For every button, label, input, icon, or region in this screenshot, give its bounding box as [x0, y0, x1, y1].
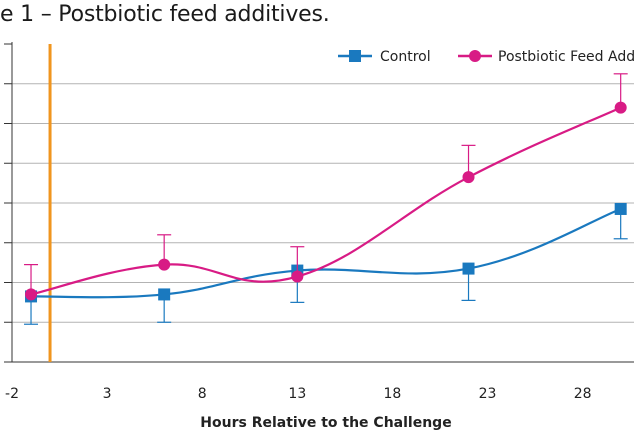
legend-square-marker: [349, 50, 361, 62]
series-line: [31, 207, 622, 299]
data-point-circle: [614, 101, 627, 114]
data-point-square: [462, 262, 475, 275]
x-tick-label: 23: [479, 386, 497, 402]
x-tick-label: 3: [103, 386, 112, 402]
x-tick-labels: -2 3 8 13 18 23 28: [5, 386, 592, 402]
series-layer: [24, 73, 628, 325]
x-tick-label: 18: [384, 386, 402, 402]
x-tick-label: 13: [288, 386, 306, 402]
x-tick-label: 8: [198, 386, 207, 402]
grid-layer: [12, 83, 634, 323]
data-point-square: [158, 288, 171, 301]
data-point-circle: [25, 288, 38, 301]
data-point-square: [614, 202, 627, 215]
series-control: [24, 202, 628, 325]
x-tick-label: -2: [5, 386, 19, 402]
legend-item: Postbiotic Feed Additive: [458, 49, 634, 65]
legend: Control Postbiotic Feed Additive: [338, 49, 634, 65]
series-line: [30, 106, 622, 296]
chart-title: e 1 – Postbiotic feed additives.: [0, 2, 330, 27]
legend-label: Postbiotic Feed Additive: [498, 49, 634, 65]
data-point-circle: [462, 171, 475, 184]
series-postbiotic: [24, 73, 628, 301]
x-axis-label: Hours Relative to the Challenge: [200, 415, 451, 431]
legend-circle-marker: [469, 50, 481, 62]
axis-layer: [4, 42, 634, 363]
x-tick-label: 28: [574, 386, 592, 402]
data-point-circle: [291, 270, 304, 283]
data-point-circle: [158, 258, 171, 271]
legend-item: Control: [338, 49, 431, 65]
legend-label: Control: [380, 49, 431, 65]
